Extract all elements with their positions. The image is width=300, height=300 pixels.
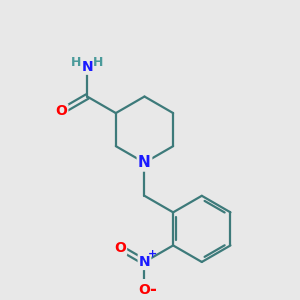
Text: O: O xyxy=(56,104,67,118)
Text: N: N xyxy=(139,255,150,269)
Text: -: - xyxy=(149,281,156,299)
Text: N: N xyxy=(138,155,151,170)
Text: O: O xyxy=(114,241,126,255)
Text: H: H xyxy=(93,56,104,69)
Text: O: O xyxy=(139,283,150,297)
Text: H: H xyxy=(71,56,81,69)
Text: N: N xyxy=(81,60,93,74)
Text: +: + xyxy=(148,249,157,259)
